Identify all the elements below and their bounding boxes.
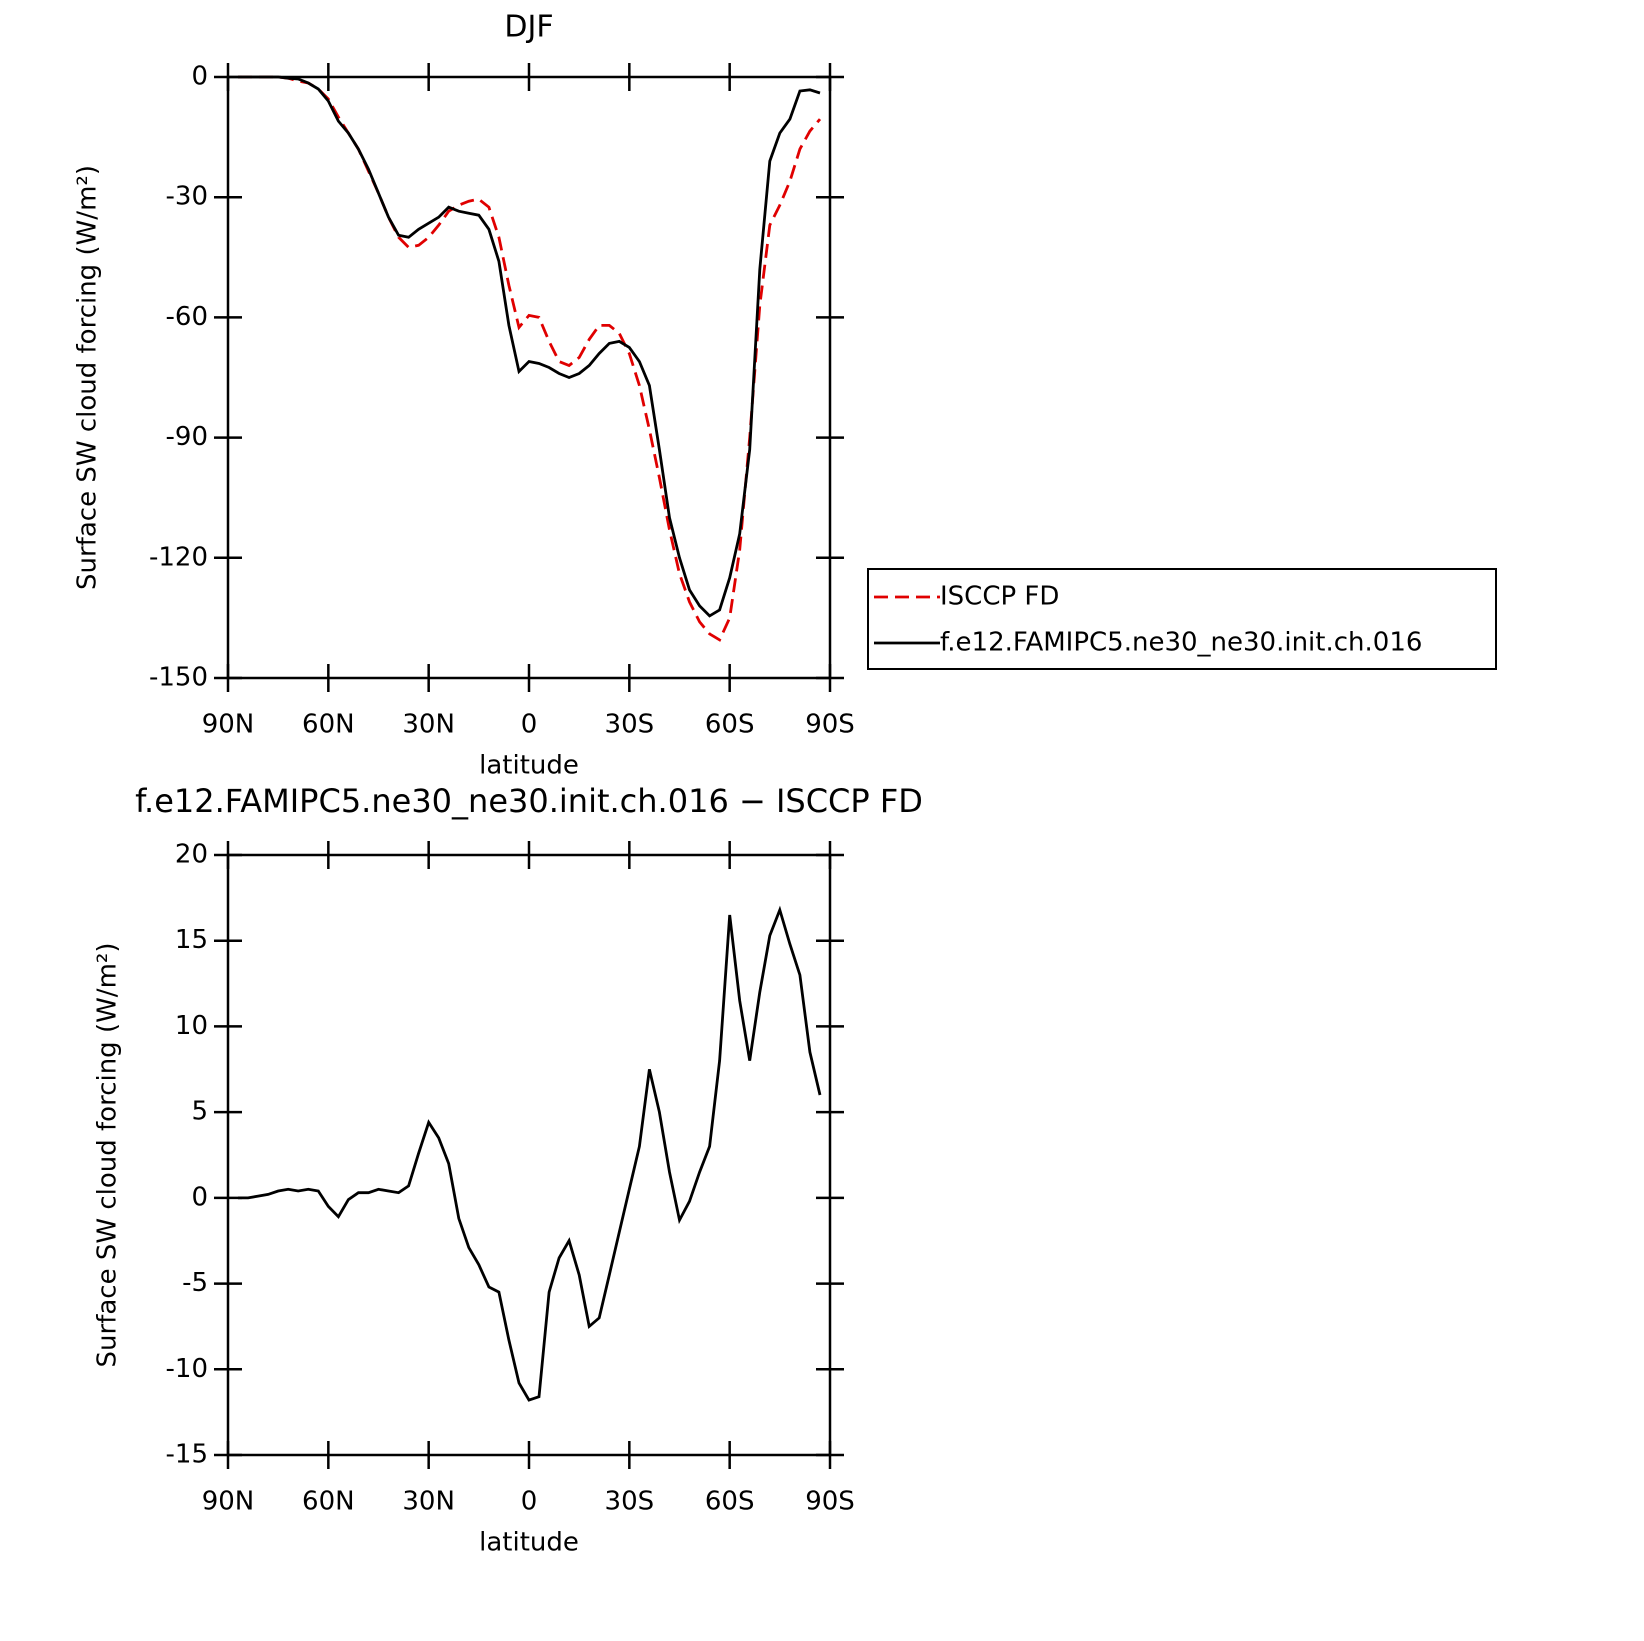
y-axis-label: Surface SW cloud forcing (W/m²) (73, 165, 103, 590)
x-tick-label: 30S (605, 1487, 655, 1517)
x-tick-label: 90S (805, 710, 855, 740)
x-tick-label: 90N (202, 1487, 255, 1517)
x-tick-label: 60S (705, 1487, 755, 1517)
x-tick-label: 30N (402, 710, 455, 740)
y-tick-label: 0 (191, 1182, 208, 1212)
x-tick-label: 30N (402, 1487, 455, 1517)
y-tick-label: 15 (175, 925, 208, 955)
x-tick-label: 60N (302, 1487, 355, 1517)
y-tick-label: -90 (166, 422, 208, 452)
x-tick-label: 0 (521, 710, 538, 740)
x-tick-label: 60N (302, 710, 355, 740)
x-tick-label: 60S (705, 710, 755, 740)
y-tick-label: 10 (175, 1011, 208, 1041)
y-tick-label: -5 (182, 1268, 208, 1298)
x-tick-label: 30S (605, 710, 655, 740)
x-tick-label: 90N (202, 710, 255, 740)
y-tick-label: 0 (191, 62, 208, 92)
y-tick-label: 20 (175, 840, 208, 870)
y-tick-label: 5 (191, 1097, 208, 1127)
y-tick-label: -150 (149, 663, 208, 693)
data-line (238, 75, 822, 642)
y-tick-label: -30 (166, 182, 208, 212)
legend-label: f.e12.FAMIPC5.ne30_ne30.init.ch.016 (940, 628, 1422, 658)
x-tick-label: 90S (805, 1487, 855, 1517)
data-line (238, 905, 822, 1402)
chart-title: f.e12.FAMIPC5.ne30_ne30.init.ch.016 − IS… (135, 782, 923, 820)
data-line (238, 75, 821, 618)
legend-box (867, 568, 1497, 670)
y-tick-label: -120 (149, 542, 208, 572)
legend-label: ISCCP FD (940, 582, 1059, 612)
y-tick-label: -15 (166, 1440, 208, 1470)
plot-frame (226, 853, 832, 1457)
y-tick-label: -60 (166, 302, 208, 332)
plot-frame (226, 75, 832, 680)
x-axis-label: latitude (479, 751, 579, 781)
x-axis-label: latitude (479, 1528, 579, 1558)
chart-title: DJF (504, 10, 553, 45)
y-tick-label: -10 (166, 1354, 208, 1384)
x-tick-label: 0 (521, 1487, 538, 1517)
y-axis-label: Surface SW cloud forcing (W/m²) (93, 943, 123, 1368)
